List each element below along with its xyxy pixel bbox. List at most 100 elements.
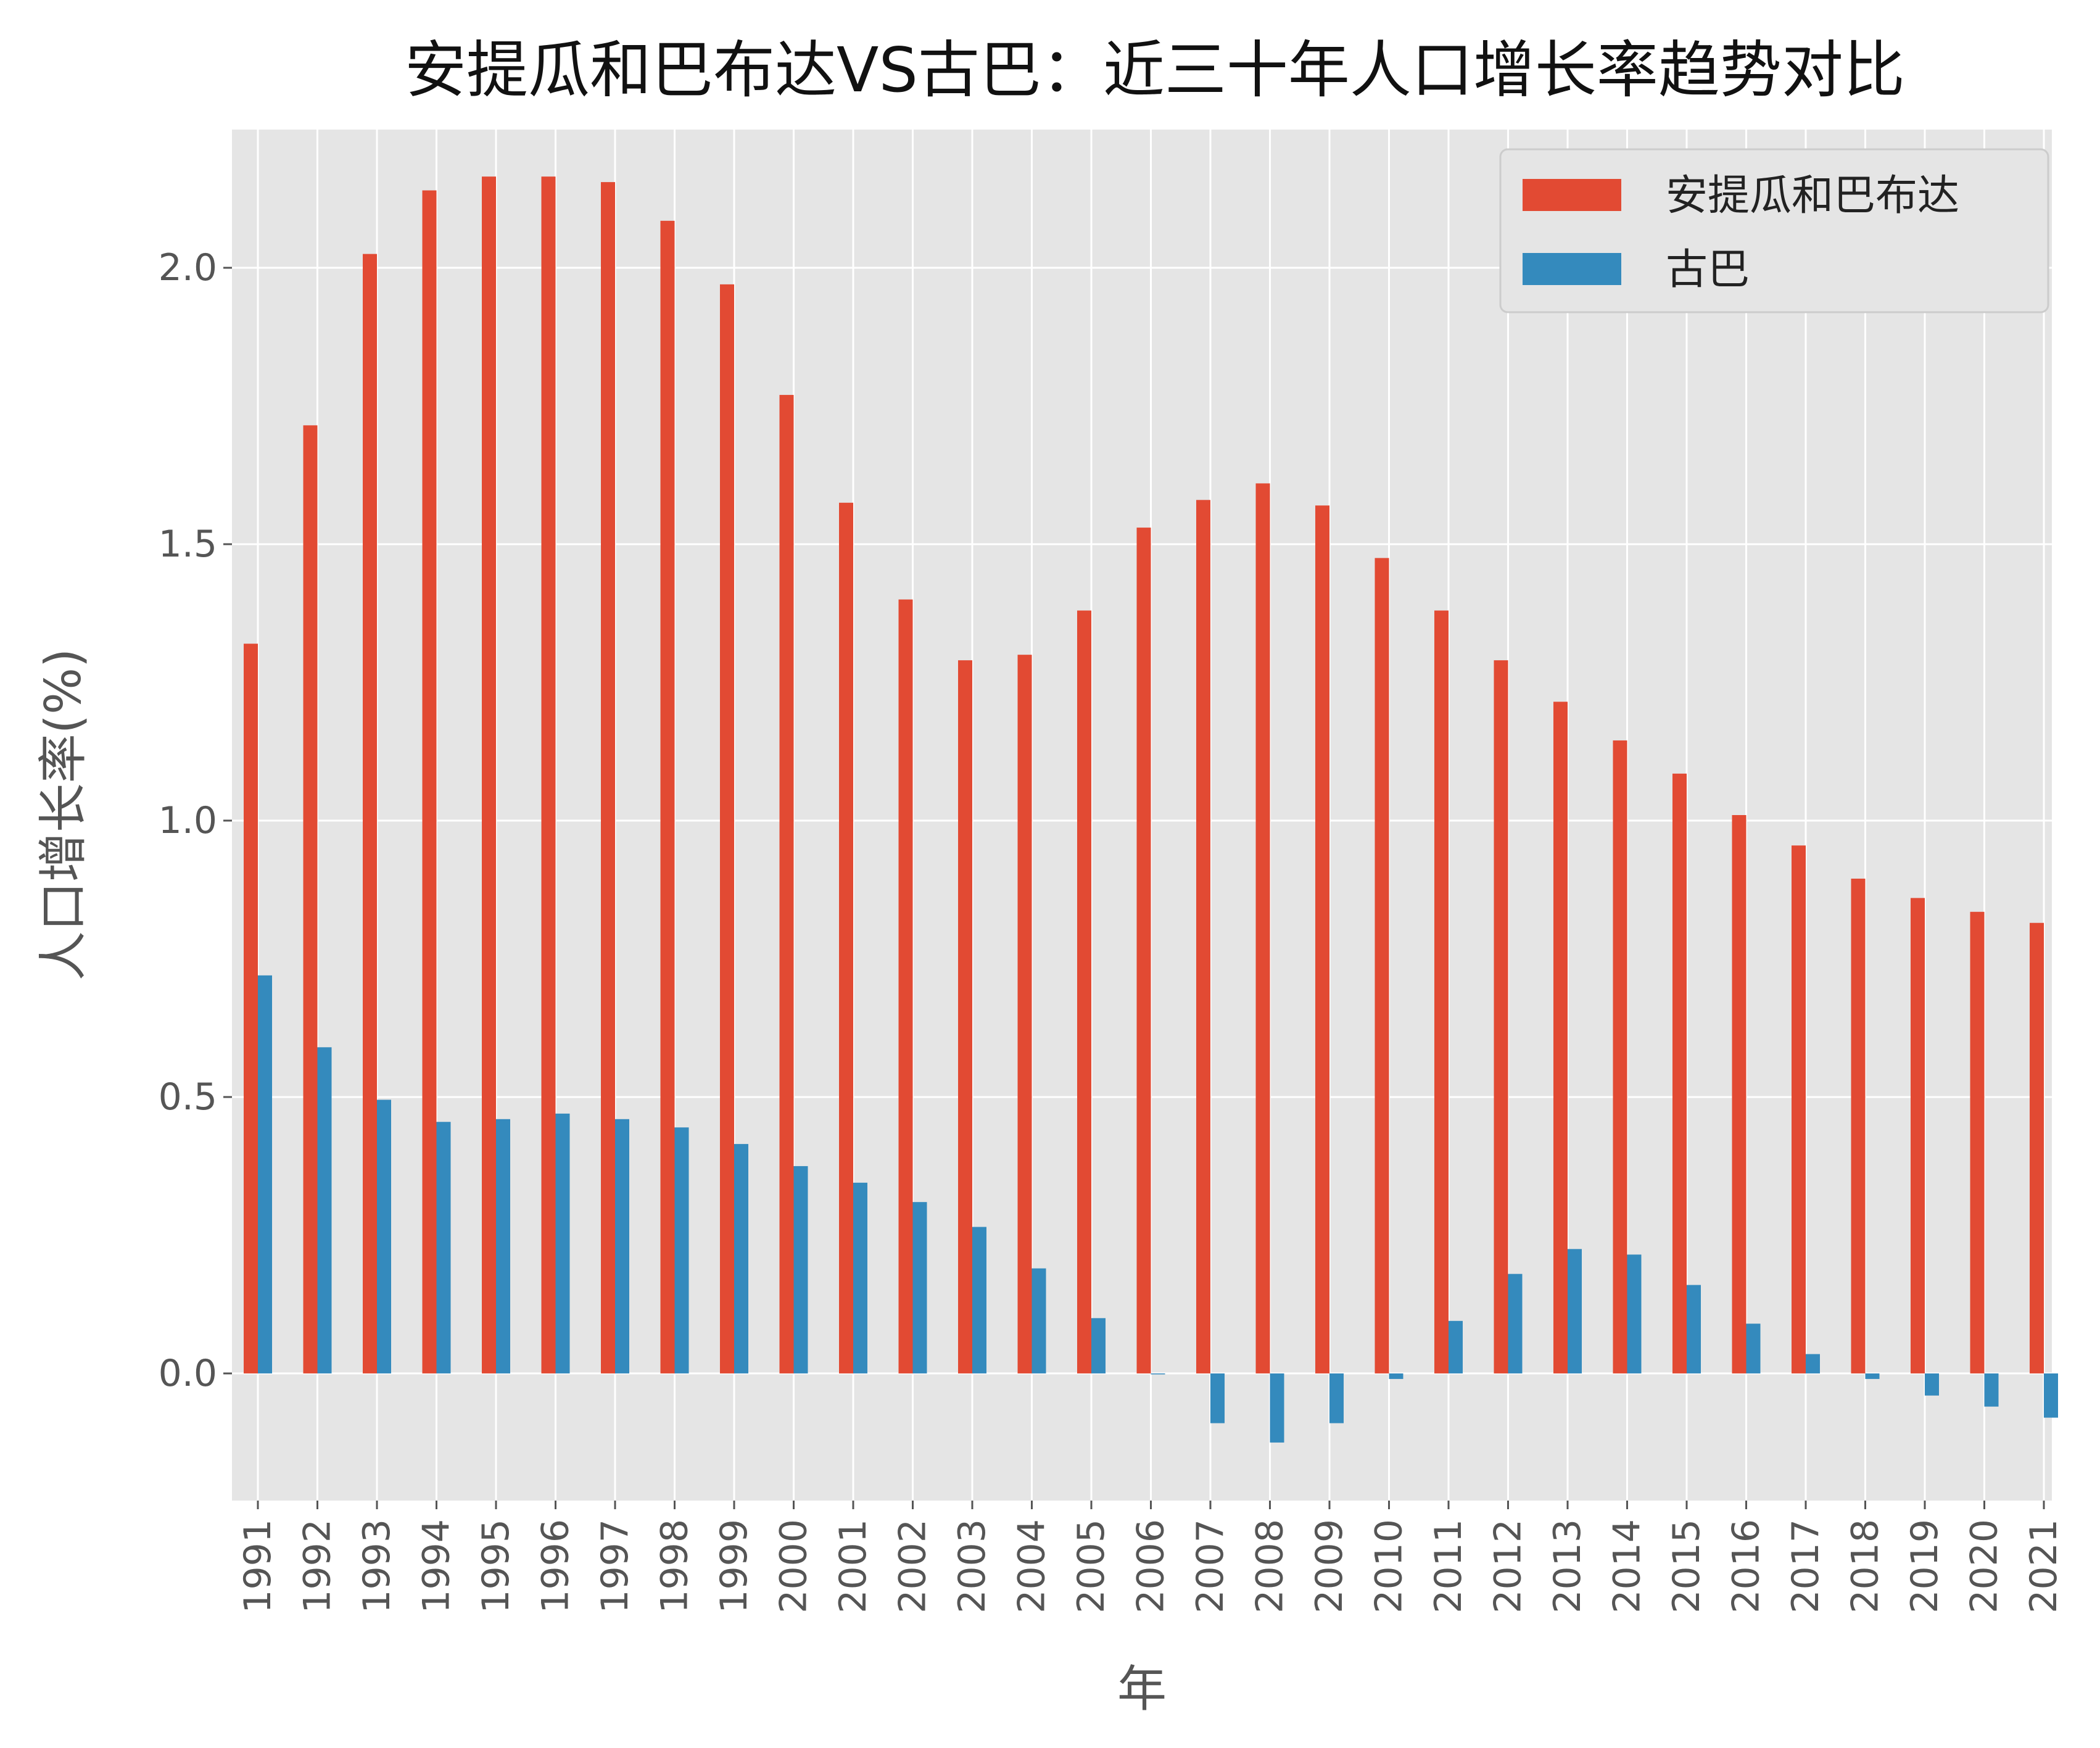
x-tick-label: 2012 bbox=[1487, 1519, 1530, 1613]
bar-cuba bbox=[1270, 1373, 1284, 1443]
bar-antigua bbox=[1255, 483, 1270, 1373]
legend-swatch-antigua bbox=[1523, 179, 1621, 211]
bar-antigua bbox=[958, 660, 972, 1373]
bar-antigua bbox=[422, 190, 437, 1373]
bar-cuba bbox=[1389, 1373, 1403, 1379]
x-tick-label: 2017 bbox=[1784, 1519, 1827, 1613]
x-tick-label: 2011 bbox=[1427, 1519, 1470, 1613]
bar-antigua bbox=[244, 644, 258, 1373]
bar-cuba bbox=[436, 1122, 451, 1373]
bar-cuba bbox=[1031, 1268, 1046, 1373]
bar-antigua bbox=[482, 176, 496, 1373]
bar-cuba bbox=[615, 1119, 629, 1373]
x-tick-label: 2013 bbox=[1546, 1519, 1589, 1613]
bar-cuba bbox=[674, 1127, 689, 1373]
x-tick-label: 1997 bbox=[593, 1519, 637, 1613]
bar-cuba bbox=[496, 1119, 510, 1373]
bar-antigua bbox=[1911, 898, 1925, 1373]
bar-cuba bbox=[555, 1113, 570, 1373]
x-tick-label: 2004 bbox=[1011, 1519, 1054, 1613]
bar-cuba bbox=[972, 1227, 986, 1373]
bar-antigua bbox=[1792, 845, 1806, 1373]
bar-antigua bbox=[1970, 911, 1985, 1373]
bar-antigua bbox=[363, 254, 377, 1373]
bar-cuba bbox=[793, 1166, 808, 1373]
x-axis-ticks: 1991 1992 1993 1994 1995 1996 1997 1998 1999 2000… bbox=[236, 1501, 2065, 1613]
legend-label-antigua: 安提瓜和巴布达 bbox=[1666, 172, 1959, 220]
bar-antigua bbox=[1494, 660, 1508, 1373]
legend: 安提瓜和巴布达 古巴 bbox=[1499, 148, 2049, 313]
y-axis-label: 人口增长率(%) bbox=[35, 648, 92, 980]
y-axis-ticks: 0.0 0.5 1.0 1.5 2.0 bbox=[159, 246, 232, 1395]
y-tick-label: 1.0 bbox=[159, 799, 217, 842]
x-tick-label: 2000 bbox=[772, 1519, 816, 1613]
x-axis-label: 年 bbox=[1117, 1660, 1167, 1718]
bar-antigua bbox=[303, 425, 318, 1373]
bar-antigua bbox=[720, 284, 734, 1373]
bar-cuba bbox=[377, 1100, 391, 1373]
x-tick-label: 2005 bbox=[1070, 1519, 1113, 1613]
bar-antigua bbox=[601, 182, 615, 1373]
y-tick-label: 1.5 bbox=[159, 523, 217, 566]
x-tick-label: 2019 bbox=[1903, 1519, 1946, 1613]
bar-antigua bbox=[1732, 815, 1747, 1373]
bar-cuba bbox=[1984, 1373, 1999, 1407]
bar-cuba bbox=[2044, 1373, 2058, 1418]
bar-antigua bbox=[2030, 922, 2044, 1373]
bar-antigua bbox=[1434, 610, 1449, 1373]
x-tick-label: 2009 bbox=[1308, 1519, 1351, 1613]
bar-cuba bbox=[1806, 1354, 1820, 1373]
x-tick-label: 2003 bbox=[951, 1519, 994, 1613]
bar-antigua bbox=[1196, 500, 1210, 1373]
bar-antigua bbox=[660, 220, 675, 1373]
x-tick-label: 1995 bbox=[474, 1519, 518, 1613]
x-tick-label: 1992 bbox=[296, 1519, 339, 1613]
bar-cuba bbox=[1687, 1285, 1701, 1373]
bar-cuba bbox=[1746, 1323, 1761, 1373]
x-tick-label: 2015 bbox=[1665, 1519, 1708, 1613]
bar-cuba bbox=[853, 1182, 867, 1373]
bar-cuba bbox=[1449, 1320, 1463, 1373]
x-tick-label: 2008 bbox=[1249, 1519, 1292, 1613]
bar-cuba bbox=[258, 975, 272, 1373]
legend-label-cuba: 古巴 bbox=[1666, 246, 1750, 294]
x-tick-label: 2018 bbox=[1844, 1519, 1887, 1613]
bar-antigua bbox=[898, 599, 913, 1373]
bar-cuba bbox=[1568, 1249, 1582, 1373]
x-tick-label: 2007 bbox=[1189, 1519, 1232, 1613]
bar-antigua bbox=[1553, 702, 1568, 1373]
x-tick-label: 1993 bbox=[355, 1519, 399, 1613]
bar-antigua bbox=[1315, 505, 1329, 1373]
x-tick-label: 1994 bbox=[415, 1519, 458, 1613]
legend-box bbox=[1499, 148, 2049, 313]
bar-antigua bbox=[1613, 740, 1627, 1373]
chart-title: 安提瓜和巴布达VS古巴：近三十年人口增长率趋势对比 bbox=[405, 34, 1905, 106]
bar-cuba bbox=[317, 1047, 332, 1373]
bar-antigua bbox=[1017, 655, 1032, 1373]
bar-antigua bbox=[1136, 528, 1151, 1373]
x-tick-label: 2021 bbox=[2022, 1519, 2065, 1613]
x-tick-label: 2020 bbox=[1963, 1519, 2006, 1613]
bar-antigua bbox=[1672, 773, 1687, 1373]
bar-cuba bbox=[734, 1144, 748, 1373]
bar-cuba bbox=[1151, 1373, 1165, 1375]
bar-cuba bbox=[1865, 1373, 1880, 1379]
bar-cuba bbox=[912, 1202, 927, 1373]
x-tick-label: 2001 bbox=[832, 1519, 875, 1613]
x-tick-label: 1999 bbox=[713, 1519, 756, 1613]
bar-antigua bbox=[1375, 558, 1389, 1373]
x-tick-label: 1996 bbox=[534, 1519, 577, 1613]
bar-cuba bbox=[1329, 1373, 1344, 1423]
x-tick-label: 2010 bbox=[1368, 1519, 1411, 1613]
x-tick-label: 2002 bbox=[891, 1519, 935, 1613]
bar-cuba bbox=[1091, 1318, 1106, 1373]
bar-antigua bbox=[1077, 610, 1091, 1373]
legend-swatch-cuba bbox=[1523, 253, 1621, 285]
x-tick-label: 2006 bbox=[1130, 1519, 1173, 1613]
bar-cuba bbox=[1210, 1373, 1225, 1423]
bar-antigua bbox=[1851, 879, 1866, 1373]
y-tick-label: 0.0 bbox=[159, 1352, 217, 1395]
x-tick-label: 2014 bbox=[1606, 1519, 1649, 1613]
bar-antigua bbox=[839, 502, 853, 1373]
